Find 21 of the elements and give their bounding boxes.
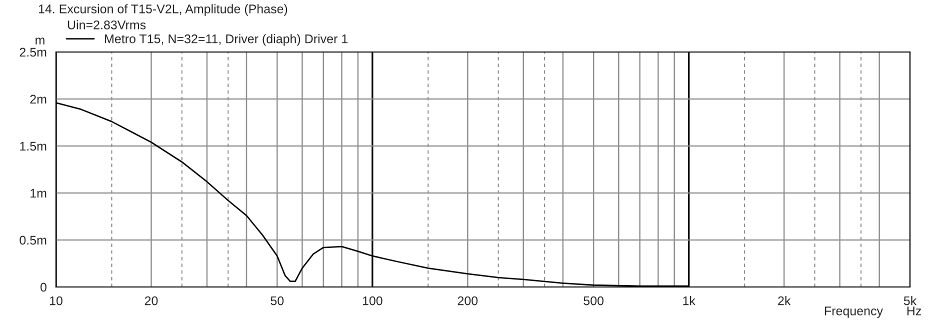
y-tick-label: 0.5m (20, 236, 46, 245)
x-tick-label: 10 (50, 296, 62, 306)
x-tick-label: 200 (458, 296, 478, 306)
x-tick-label: 500 (584, 296, 604, 306)
text: Hz (907, 306, 922, 316)
y-tick-label: 1.5m (20, 142, 46, 151)
x-tick-label: 20 (144, 296, 158, 306)
y-tick-label: 1m (30, 188, 46, 198)
x-tick-label: 100 (362, 296, 382, 306)
x-tick-label: 1k (683, 296, 696, 306)
chart-subtitle: Uin=2.83Vrms (68, 20, 146, 30)
y-axis-title: m (36, 38, 44, 44)
chart-title: 14. Excursion of T15-V2L, Amplitude (Phase) (38, 4, 288, 16)
x-tick-label: 2k (778, 296, 791, 306)
y-tick-label: 2.5m (20, 48, 46, 57)
legend-label: Metro T15, N=32=11, Driver (diaph) Driver 1 (105, 34, 348, 46)
y-tick-label: 0 (40, 282, 46, 292)
x-axis-title: Frequency (824, 306, 883, 318)
x-tick-label: 50 (270, 296, 284, 306)
y-tick-label: 2m (30, 94, 46, 104)
x-tick-label: 5k (904, 296, 917, 306)
